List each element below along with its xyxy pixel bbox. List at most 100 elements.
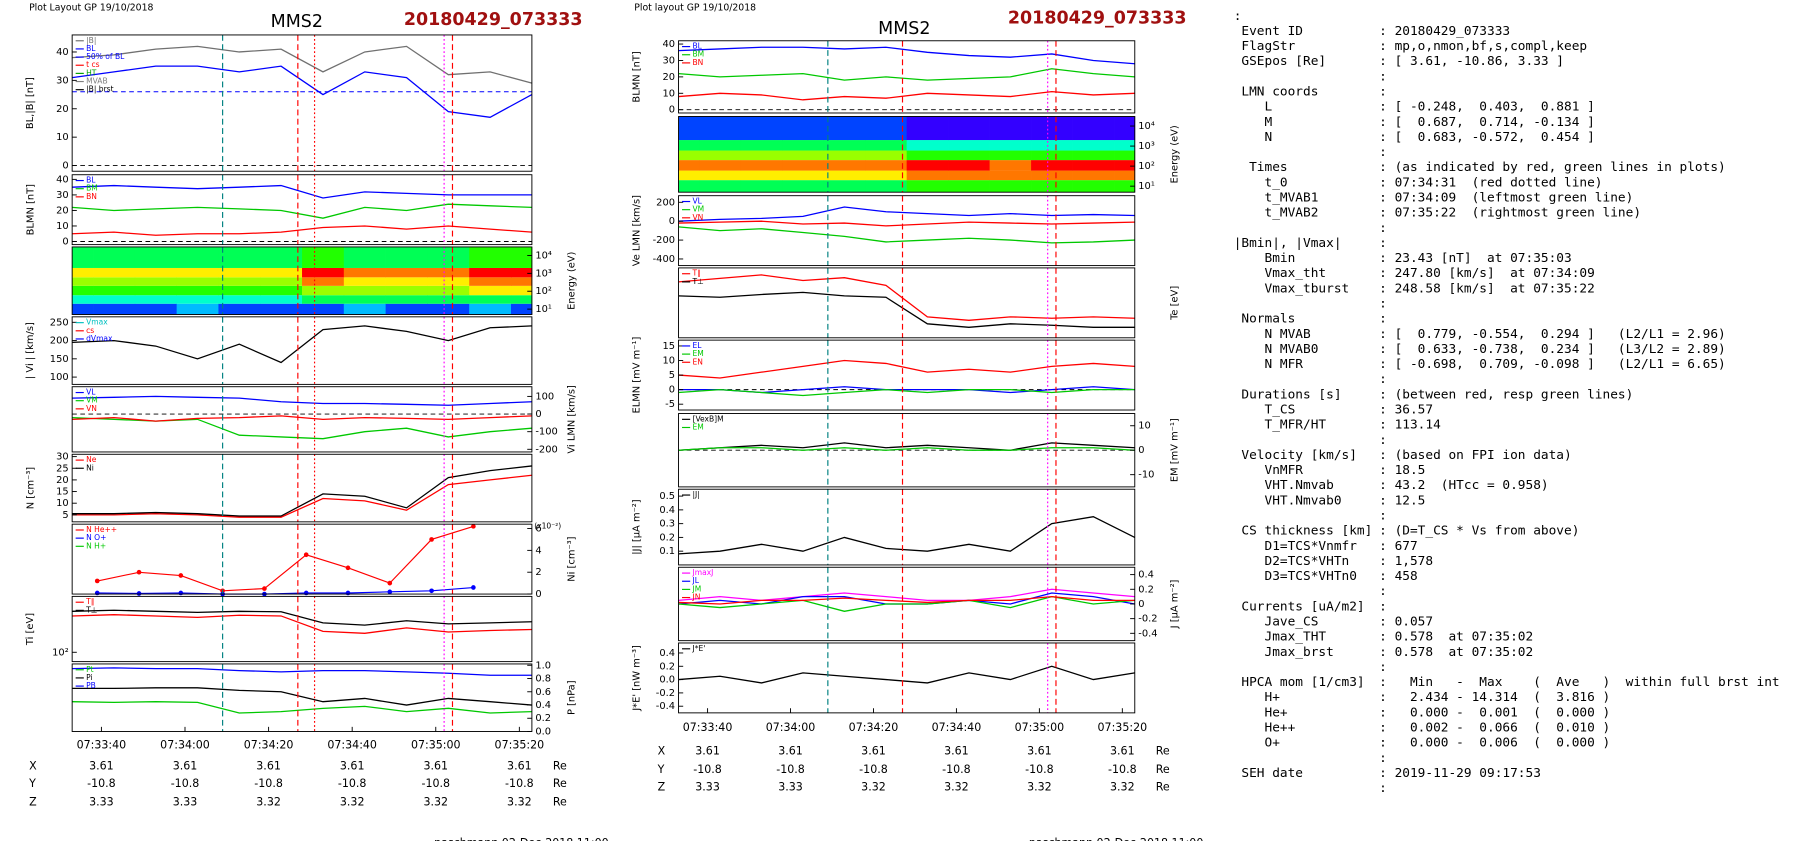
summary-key: Jmax_THT <box>1234 630 1327 645</box>
spectrogram-cell <box>218 295 261 304</box>
spectrogram-cell <box>510 285 533 296</box>
y-axis-label: |J| [μA m⁻²] <box>632 499 643 554</box>
summary-key: HPCA mom [1/cm3] <box>1234 675 1365 690</box>
summary-key: t_0 <box>1234 175 1288 190</box>
summary-value: : <box>1379 660 1387 675</box>
spectrogram-cell <box>93 267 136 278</box>
series-line <box>678 388 1135 397</box>
spectrogram-cell <box>469 295 512 304</box>
spectrogram-cell <box>343 285 386 296</box>
y-axis-label: | Vi | [km/s] <box>25 322 36 379</box>
plot-note: Plot Layout GP 19/10/2018 <box>29 3 153 14</box>
spectrogram-cell <box>72 246 94 268</box>
spectrogram-cell <box>469 285 512 296</box>
summary-key: LMN coords <box>1234 85 1319 100</box>
y-tick-label: 150 <box>50 354 69 365</box>
position-label: Z <box>29 796 37 809</box>
y-axis-label: Ve LMN [km/s] <box>632 195 643 266</box>
series-line <box>72 465 532 517</box>
summary-value: : <box>1379 297 1387 312</box>
series-line <box>72 687 532 706</box>
summary-key: N MVAB <box>1234 327 1311 342</box>
y-tick-label: -0.2 <box>656 688 675 699</box>
x-tick-label: 07:34:20 <box>849 721 899 734</box>
position-value: 3.61 <box>861 744 886 757</box>
position-label: Z <box>658 780 666 793</box>
summary-key: Jave_CS <box>1234 615 1319 630</box>
data-point <box>94 590 100 596</box>
legend-label: VN <box>693 213 704 222</box>
spectrogram-cell <box>823 160 866 171</box>
y-tick-label: 20 <box>56 104 69 115</box>
spectrogram-cell <box>1072 180 1115 193</box>
position-label: X <box>658 744 666 757</box>
spectrogram-cell <box>93 295 136 304</box>
spectrogram-cell <box>343 267 386 278</box>
spectrogram-cell <box>1114 160 1136 171</box>
summary-value: : 20180429_073333 <box>1379 24 1510 39</box>
data-point <box>345 565 351 571</box>
y-axis-label: Energy (eV) <box>1169 125 1180 183</box>
position-value: 3.61 <box>89 759 114 772</box>
summary-value: : <box>1379 433 1387 448</box>
spectrogram-cell <box>699 160 742 171</box>
legend-label: BL <box>693 42 703 51</box>
position-value: -10.8 <box>338 777 367 790</box>
position-value: 3.33 <box>695 780 720 793</box>
spectrogram-cell <box>218 267 261 278</box>
summary-key: He++ <box>1234 721 1296 736</box>
legend-label: EL <box>693 341 703 350</box>
spectrogram-cell <box>134 246 177 268</box>
y-tick-label: -0.4 <box>656 701 675 712</box>
instrument: MMS2 <box>271 12 323 32</box>
spectrogram-cell <box>427 246 470 268</box>
summary-key: L <box>1234 100 1273 115</box>
summary-value: : 0.002 - 0.066 ( 0.010 ) <box>1379 721 1610 736</box>
position-unit: Re <box>553 777 567 790</box>
y-axis-label: ELMN [mV m⁻¹] <box>632 337 643 414</box>
summary-value: : (between red, resp green lines) <box>1379 387 1633 402</box>
position-label: Y <box>657 763 665 776</box>
legend-label: EN <box>693 357 703 366</box>
spectrogram-cell <box>427 277 470 286</box>
spectrogram-cell <box>218 303 261 315</box>
legend-label: VL <box>86 388 96 397</box>
y-tick-label: 40 <box>662 39 675 50</box>
summary-value: : <box>1379 69 1387 84</box>
spectrogram-cell <box>782 160 825 171</box>
summary-value: : mp,o,nmon,bf,s,compl,keep <box>1379 39 1587 54</box>
series-line <box>678 68 1135 81</box>
y-tick-label: -0.4 <box>1138 628 1157 639</box>
summary-value: : 0.578 at 07:35:02 <box>1379 630 1533 645</box>
series-line <box>72 65 533 118</box>
position-value: 3.33 <box>89 796 114 809</box>
summary-value: : 0.057 <box>1379 615 1433 630</box>
legend-label: BL <box>86 176 96 185</box>
legend-label: PB <box>86 681 96 690</box>
position-value: -10.8 <box>693 763 722 776</box>
y-tick-label: 40 <box>56 47 69 58</box>
data-point <box>471 524 476 529</box>
summary-value: : Min - Max ( Ave ) within full brst int <box>1379 675 1779 690</box>
summary-key: Event ID <box>1234 24 1303 39</box>
spectrogram-cell <box>906 116 949 141</box>
x-tick-label: 07:33:40 <box>77 738 127 751</box>
spectrogram-cell <box>469 277 512 286</box>
y-tick-label: 10⁴ <box>1138 121 1155 132</box>
spectrogram-cell <box>823 170 866 181</box>
y-tick-label: 0.6 <box>535 687 551 698</box>
summary-value: : 07:35:22 (rightmost green line) <box>1379 206 1641 221</box>
spectrogram-cell <box>989 116 1032 141</box>
y-tick-label: 40 <box>56 174 69 185</box>
panel-frame <box>71 386 533 453</box>
spectrogram-cell <box>906 140 949 151</box>
spectrogram-cell <box>385 267 428 278</box>
position-label: X <box>29 759 37 772</box>
position-value: 3.32 <box>861 780 886 793</box>
summary-value: : 113.14 <box>1379 418 1441 433</box>
summary-key: O+ <box>1234 736 1281 751</box>
instrument: MMS2 <box>878 19 930 39</box>
spectrogram-cell <box>740 116 783 141</box>
spectrogram-cell <box>302 303 345 315</box>
position-value: -10.8 <box>776 763 805 776</box>
